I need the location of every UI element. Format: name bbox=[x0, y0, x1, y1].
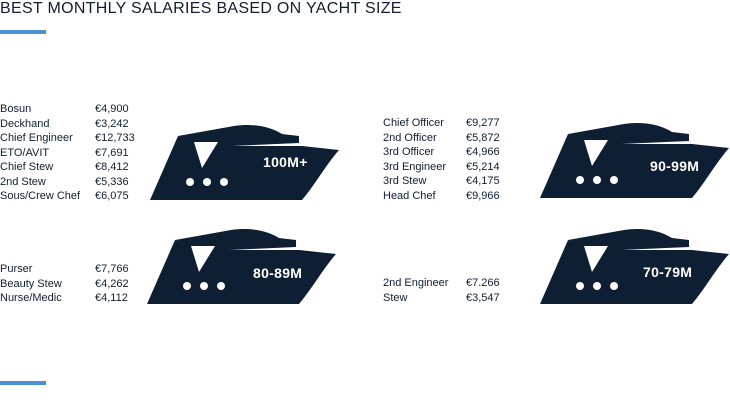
salary-value: €4,112 bbox=[95, 292, 128, 304]
salary-list: Chief Officer €9,277 2nd Officer €5,872 3r… bbox=[383, 116, 526, 203]
salary-row: Head Chef €9,966 bbox=[383, 189, 526, 204]
salary-value: €4,175 bbox=[466, 175, 500, 187]
group-80-89m: Purser €7,766 Beauty Stew €4,262 Nurse/Med… bbox=[0, 262, 350, 312]
salary-row: 2nd Engineer €7.266 bbox=[383, 276, 526, 291]
salary-value: €3,547 bbox=[466, 291, 500, 304]
salary-row: 3rd Engineer €5,214 bbox=[383, 160, 526, 175]
role-label: Deckhand bbox=[0, 117, 50, 130]
accent-bar-top bbox=[0, 30, 46, 34]
role-label: Purser bbox=[0, 263, 33, 275]
yacht-icon: 80-89M bbox=[145, 222, 341, 306]
group-70-79m: 2nd Engineer €7.266 Stew €3,547 bbox=[383, 276, 713, 306]
role-label: Sous/Crew Chef bbox=[0, 190, 81, 202]
salary-value: €4,966 bbox=[466, 146, 500, 158]
role-label: Chief Engineer bbox=[0, 132, 73, 144]
role-label: 2nd Stew bbox=[0, 175, 46, 188]
salary-value: €5,336 bbox=[95, 175, 129, 188]
salary-row: Deckhand €3,242 bbox=[0, 117, 155, 132]
salary-value: €8,412 bbox=[95, 161, 129, 173]
salary-row: 2nd Officer €5,872 bbox=[383, 131, 526, 146]
salary-value: €4,262 bbox=[95, 277, 129, 290]
yacht-icon: 90-99M bbox=[538, 116, 730, 200]
role-label: Bosun bbox=[0, 103, 32, 115]
salary-row: Bosun €4,900 bbox=[0, 102, 155, 117]
yacht-icon: 100M+ bbox=[148, 118, 344, 202]
role-label: 2nd Officer bbox=[383, 131, 437, 144]
role-label: Chief Officer bbox=[383, 117, 444, 129]
salary-row: Nurse/Medic €4,112 bbox=[0, 291, 155, 306]
salary-value: €9,966 bbox=[466, 189, 500, 202]
salary-row: Chief Stew €8,412 bbox=[0, 160, 155, 175]
role-label: 3rd Stew bbox=[383, 175, 427, 187]
salary-value: €7,691 bbox=[95, 146, 129, 159]
role-label: Stew bbox=[383, 291, 408, 304]
page-title: BEST MONTHLY SALARIES BASED ON YACHT SIZ… bbox=[0, 0, 402, 17]
salary-value: €12,733 bbox=[95, 132, 135, 144]
role-label: Head Chef bbox=[383, 189, 436, 202]
salary-row: 3rd Stew €4,175 bbox=[383, 174, 526, 189]
salary-row: ETO/AVIT €7,691 bbox=[0, 146, 155, 161]
salary-row: Beauty Stew €4,262 bbox=[0, 277, 155, 292]
salary-row: 2nd Stew €5,336 bbox=[0, 175, 155, 190]
salary-value: €9,277 bbox=[466, 117, 500, 129]
yacht-size-label: 100M+ bbox=[263, 154, 308, 170]
role-label: Chief Stew bbox=[0, 161, 54, 173]
salary-row: Purser €7,766 bbox=[0, 262, 155, 277]
salary-value: €6,075 bbox=[95, 190, 129, 202]
salary-row: Sous/Crew Chef €6,075 bbox=[0, 189, 155, 204]
salary-row: Stew €3,547 bbox=[383, 291, 526, 306]
salary-list: Bosun €4,900 Deckhand €3,242 Chief Enginee… bbox=[0, 102, 155, 204]
role-label: 3rd Engineer bbox=[383, 160, 446, 173]
role-label: ETO/AVIT bbox=[0, 146, 50, 159]
role-label: 2nd Engineer bbox=[383, 277, 449, 289]
yacht-size-label: 70-79M bbox=[643, 264, 693, 280]
yacht-size-label: 80-89M bbox=[253, 265, 303, 281]
salary-value: €4,900 bbox=[95, 103, 129, 115]
salary-list: 2nd Engineer €7.266 Stew €3,547 bbox=[383, 276, 526, 305]
salary-row: Chief Engineer €12,733 bbox=[0, 131, 155, 146]
salary-value: €5,214 bbox=[466, 160, 500, 173]
yacht-size-label: 90-99M bbox=[650, 158, 700, 174]
group-100m: Bosun €4,900 Deckhand €3,242 Chief Enginee… bbox=[0, 102, 350, 212]
role-label: Beauty Stew bbox=[0, 277, 62, 290]
group-90-99m: Chief Officer €9,277 2nd Officer €5,872 3r… bbox=[383, 116, 713, 206]
salary-row: 3rd Officer €4,966 bbox=[383, 145, 526, 160]
salary-value: €7,766 bbox=[95, 263, 129, 275]
salary-row: Chief Officer €9,277 bbox=[383, 116, 526, 131]
accent-bar-bottom bbox=[0, 381, 46, 385]
role-label: Nurse/Medic bbox=[0, 292, 62, 304]
salary-list: Purser €7,766 Beauty Stew €4,262 Nurse/Med… bbox=[0, 262, 155, 306]
salary-value: €3,242 bbox=[95, 117, 129, 130]
yacht-icon: 70-79M bbox=[538, 222, 730, 306]
role-label: 3rd Officer bbox=[383, 146, 435, 158]
salary-value: €7.266 bbox=[466, 277, 500, 289]
salary-value: €5,872 bbox=[466, 131, 500, 144]
